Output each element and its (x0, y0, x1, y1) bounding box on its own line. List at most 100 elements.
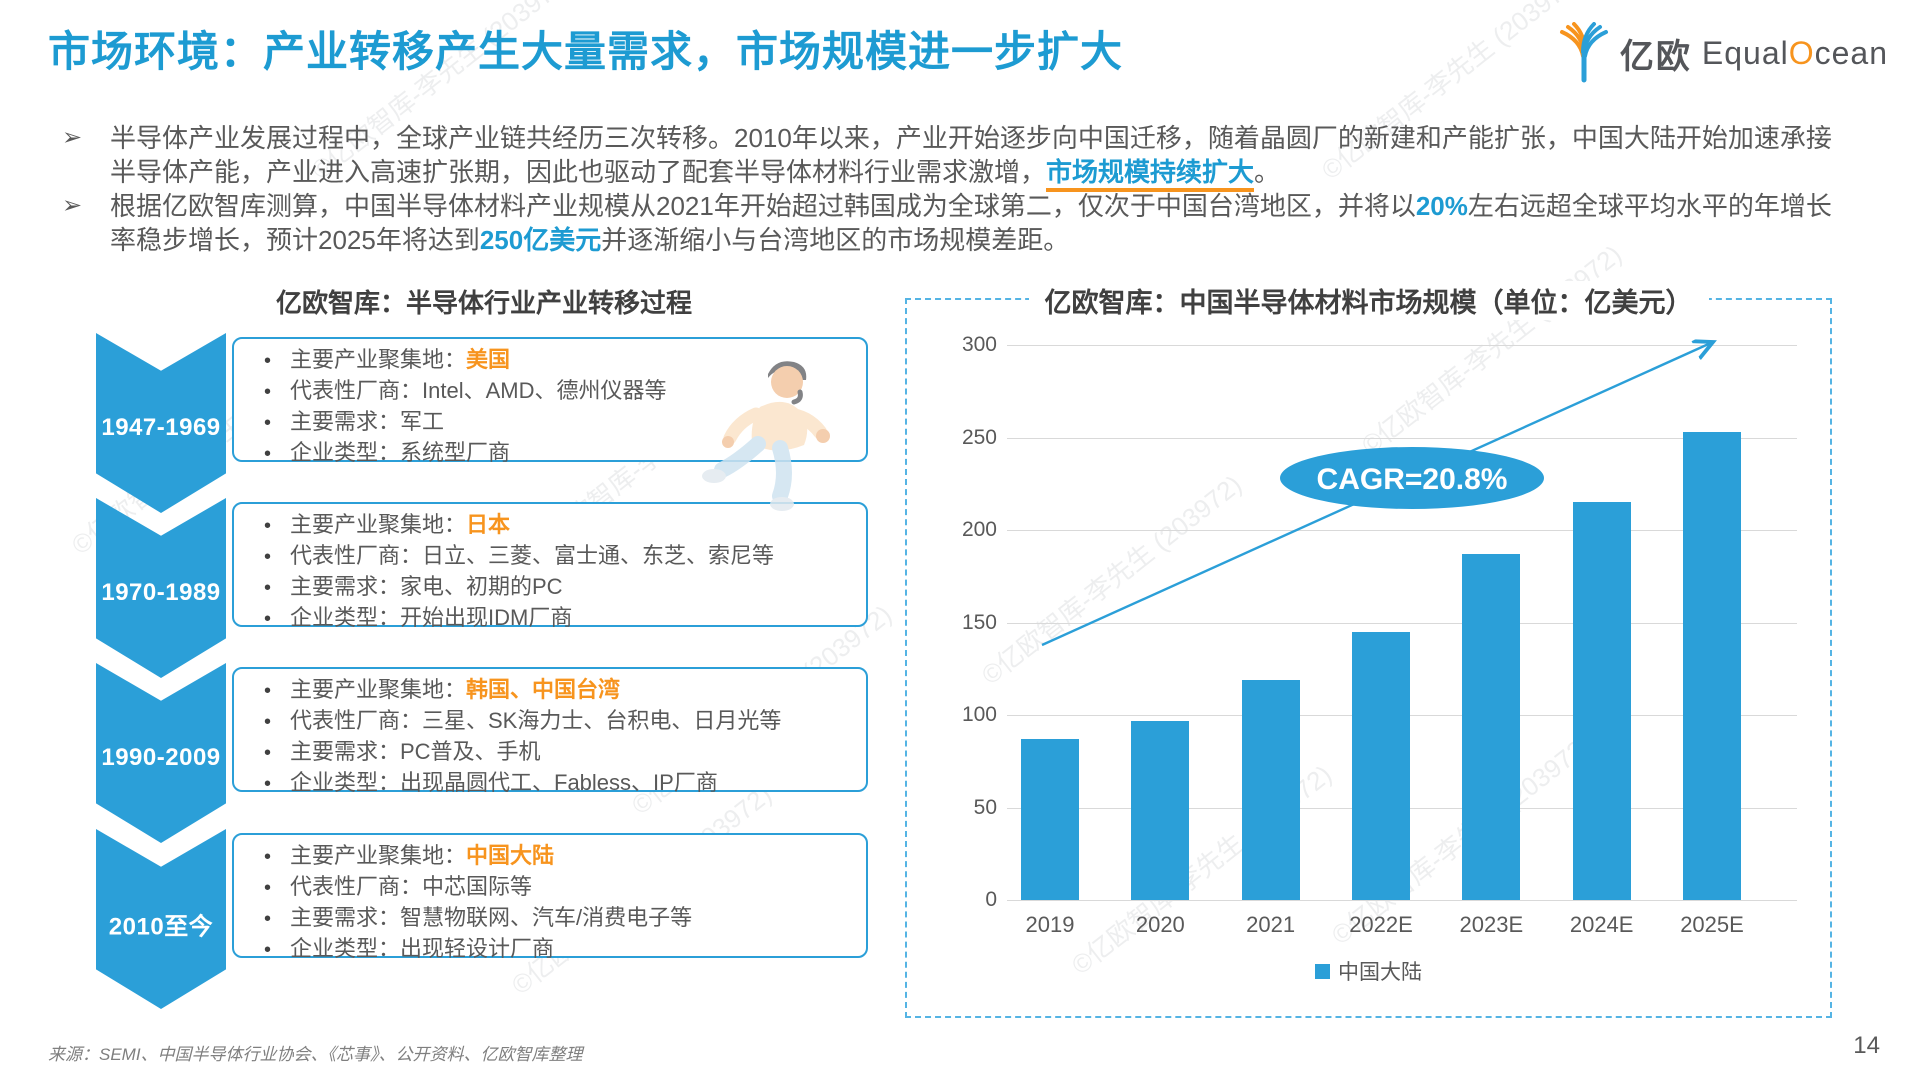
detail-text: 企业类型：系统型厂商 (290, 440, 511, 465)
bullet-dot-icon: • (264, 711, 272, 733)
y-axis-tick: 250 (961, 425, 997, 449)
timeline-chevron: 1947-1969 (96, 333, 226, 513)
y-axis-tick: 0 (985, 888, 997, 911)
bullet-dot-icon: • (264, 577, 272, 599)
bullet-arrow-icon: ➢ (62, 124, 83, 151)
detail-text: 主要产业聚集地： (290, 677, 467, 702)
detail-line: • 主要产业聚集地： 中国大陆 (264, 841, 852, 872)
gridline (1007, 437, 1797, 439)
timeline-chevron: 2010至今 (96, 829, 226, 1009)
text-run: 左右远超全球平均水平的年增长率稳步增长，预计2025年将达到 (110, 191, 1832, 255)
chart-legend: 中国大陆 (907, 956, 1830, 986)
x-axis-tick: 2022E (1349, 912, 1413, 937)
detail-line: • 主要需求：智慧物联网、汽车/消费电子等 (264, 903, 852, 934)
text-run: 。 (1254, 157, 1281, 187)
period-detail-box: • 主要产业聚集地： 中国大陆 • 代表性厂商：中芯国际等 • 主要需求：智慧物联网、汽车/… (232, 833, 868, 961)
bullet-dot-icon: • (264, 846, 272, 868)
detail-text: 企业类型：出现晶圆代工、Fabless、IP厂商 (290, 770, 718, 795)
bar-chart: 0 50 100 150 200 250 300 2019 2020 2021 2022E 2023E… (907, 300, 1830, 1016)
equalocean-logo-icon (1559, 22, 1608, 83)
period-detail-box: • 主要产业聚集地： 日本 • 代表性厂商：日立、三菱、富士通、东芝、索尼等 • 主要需求：… (232, 502, 868, 630)
detail-line: • 主要需求：军工 (264, 407, 852, 438)
text-run: 根据亿欧智库测算，中国半导体材料产业规模从2021年开始超过韩国成为全球第二，仅… (110, 191, 1416, 221)
bullet-text: 根据亿欧智库测算，中国半导体材料产业规模从2021年开始超过韩国成为全球第二，仅… (110, 191, 1832, 255)
bullet-dot-icon: • (264, 546, 272, 568)
x-axis-tick: 2020 (1135, 912, 1185, 937)
bar-2024E (1572, 502, 1631, 900)
bullet-dot-icon: • (264, 350, 272, 372)
market-size-chart-panel: 亿欧智库：中国半导体材料市场规模（单位：亿美元） 0 50 100 150 200 250… (905, 281, 1832, 1018)
period-year: 1947-1969 (101, 414, 221, 442)
detail-text: 代表性厂商：Intel、AMD、德州仪器等 (290, 378, 667, 403)
y-axis-tick: 50 (973, 795, 997, 819)
x-axis-tick: 2019 (1025, 912, 1075, 937)
detail-line: • 企业类型：出现晶圆代工、Fabless、IP厂商 (264, 768, 852, 799)
text-run: 20% (1415, 191, 1468, 221)
y-axis-tick: 200 (961, 518, 997, 541)
bullet-paragraph: ➢ 半导体产业发展过程中，全球产业链共经历三次转移。2010年以来，产业开始逐步… (62, 121, 1854, 192)
detail-text: 主要需求：家电、初期的PC (290, 574, 563, 599)
bullet-dot-icon: • (264, 443, 272, 465)
bar-2022E (1352, 631, 1410, 900)
detail-text: 主要需求：军工 (290, 409, 445, 434)
detail-line: • 代表性厂商：三星、SK海力士、台积电、日月光等 (264, 706, 852, 737)
page-number: 14 (1853, 1032, 1880, 1059)
timeline-chevron: 1990-2009 (96, 663, 226, 843)
x-axis-tick: 2024E (1569, 912, 1634, 937)
detail-text: 代表性厂商：中芯国际等 (290, 874, 533, 899)
detail-line: • 代表性厂商：中芯国际等 (264, 872, 852, 903)
bullet-dot-icon: • (264, 412, 272, 434)
bar-2023E (1462, 554, 1521, 900)
bullet-dot-icon: • (264, 742, 272, 764)
detail-line: • 主要产业聚集地： 美国 (264, 345, 852, 376)
summary-bullets: ➢ 半导体产业发展过程中，全球产业链共经历三次转移。2010年以来，产业开始逐步… (62, 121, 1854, 257)
bullet-text: 半导体产业发展过程中，全球产业链共经历三次转移。2010年以来，产业开始逐步向中… (110, 123, 1832, 192)
logo-text-cn: 亿欧 (1619, 37, 1692, 76)
highlight-keyword: 中国大陆 (466, 843, 555, 868)
timeline-chevron: 1970-1989 (96, 498, 226, 678)
gridline (1007, 530, 1797, 531)
highlight-keyword: 日本 (466, 512, 511, 537)
y-axis-tick: 100 (961, 703, 997, 726)
detail-text: 主要产业聚集地： (290, 512, 467, 537)
period-detail-box: • 主要产业聚集地： 美国 • 代表性厂商：Intel、AMD、德州仪器等 • 主要需求：军… (232, 337, 868, 465)
detail-text: 企业类型：开始出现IDM厂商 (290, 605, 573, 630)
detail-text: 代表性厂商：三星、SK海力士、台积电、日月光等 (290, 708, 782, 733)
x-axis-tick: 2021 (1246, 912, 1296, 937)
logo-text-en: EqualOcean (1701, 34, 1888, 71)
bullet-dot-icon: • (264, 680, 272, 702)
gridline (1007, 345, 1797, 346)
period-year: 2010至今 (108, 913, 214, 941)
bullet-dot-icon: • (264, 773, 272, 795)
highlight-keyword: 韩国、中国台湾 (466, 677, 621, 702)
bullet-dot-icon: • (264, 908, 272, 930)
text-run: 半导体产业发展过程中，全球产业链共经历三次转移。2010年以来，产业开始逐步向中… (110, 123, 1832, 187)
detail-line: • 主要产业聚集地： 韩国、中国台湾 (264, 675, 852, 706)
period-detail-box: • 主要产业聚集地： 韩国、中国台湾 • 代表性厂商：三星、SK海力士、台积电、日月光等… (232, 667, 868, 795)
detail-line: • 主要产业聚集地： 日本 (264, 510, 852, 541)
bar-2019 (1021, 739, 1079, 900)
detail-line: • 代表性厂商：日立、三菱、富士通、东芝、索尼等 (264, 541, 852, 572)
detail-line: • 代表性厂商：Intel、AMD、德州仪器等 (264, 376, 852, 407)
bullet-dot-icon: • (264, 515, 272, 537)
source-note: 来源：SEMI、中国半导体行业协会、《芯事》、公开资料、亿欧智库整理 (48, 1045, 583, 1064)
y-axis-tick: 300 (961, 333, 997, 356)
detail-text: 代表性厂商：日立、三菱、富士通、东芝、索尼等 (290, 543, 775, 568)
text-run: 市场规模持续扩大 (1046, 157, 1255, 192)
detail-line: • 主要需求：PC普及、手机 (264, 737, 852, 768)
y-axis-tick: 150 (961, 610, 997, 634)
gridline (1007, 622, 1797, 624)
detail-text: 主要需求：智慧物联网、汽车/消费电子等 (290, 905, 693, 930)
legend-swatch (1315, 963, 1330, 979)
runner-illustration (702, 361, 830, 511)
bullet-arrow-icon: ➢ (62, 192, 83, 219)
bullet-paragraph: ➢ 根据亿欧智库测算，中国半导体材料产业规模从2021年开始超过韩国成为全球第二… (62, 189, 1854, 257)
x-axis-tick: 2023E (1459, 912, 1524, 937)
industry-transfer-diagram: 亿欧智库：半导体行业产业转移过程 1947-1969 • 主要产业聚集地： 美国 • 代表… (96, 283, 872, 1023)
bar-2020 (1131, 720, 1190, 900)
detail-line: • 企业类型：出现轻设计厂商 (264, 934, 852, 965)
bullet-dot-icon: • (264, 608, 272, 630)
chart-title: 亿欧智库：中国半导体材料市场规模（单位：亿美元） (1028, 281, 1709, 320)
equalocean-logo: 亿欧 EqualOcean (1558, 22, 1888, 84)
detail-line: • 主要需求：家电、初期的PC (264, 572, 852, 603)
